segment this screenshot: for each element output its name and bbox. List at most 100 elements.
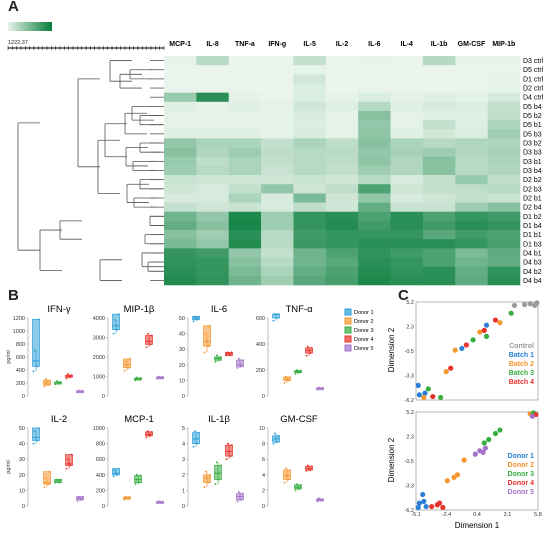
legend-label: Batch 1 — [509, 352, 534, 359]
heat-cell — [228, 83, 262, 93]
heat-cell — [228, 120, 262, 130]
data-point — [146, 430, 149, 433]
row-label: D1 b2 — [523, 214, 542, 221]
heat-cell — [422, 56, 456, 66]
heat-cell — [261, 129, 294, 139]
data-point — [298, 487, 301, 490]
data-point — [37, 318, 40, 321]
heat-cell — [390, 211, 424, 222]
heat-cell — [358, 184, 391, 194]
data-point — [137, 377, 140, 380]
heat-cell — [358, 156, 391, 167]
heat-cell — [196, 175, 230, 185]
heat-cell — [196, 239, 230, 249]
data-point — [219, 464, 222, 467]
y-tick-label: -0.5 — [405, 459, 414, 465]
heat-cell — [196, 129, 230, 139]
heat-cell — [293, 230, 327, 240]
data-point — [117, 313, 120, 315]
heat-cell — [487, 202, 521, 213]
heat-cell — [228, 275, 262, 286]
heat-cell — [293, 138, 327, 148]
column-label: IL-1b — [431, 41, 448, 48]
data-point — [115, 324, 117, 327]
heat-cell — [293, 248, 327, 258]
heat-cell — [325, 220, 359, 231]
y-tick-label: 200 — [16, 381, 25, 387]
data-point — [228, 450, 231, 453]
heat-cell — [164, 83, 197, 93]
heat-cell — [455, 156, 488, 167]
heat-cell — [487, 248, 521, 258]
y-tick-label: 1200 — [13, 316, 25, 322]
data-point — [55, 478, 58, 481]
legend-label: Batch 4 — [509, 379, 534, 386]
data-point — [241, 492, 244, 495]
panel-a-letter: A — [8, 0, 19, 15]
box — [236, 359, 244, 367]
heat-cell — [261, 239, 294, 249]
row-label: D5 b2 — [523, 113, 542, 120]
scatter-point — [477, 329, 483, 335]
data-point — [37, 427, 40, 429]
data-point — [286, 474, 288, 477]
heat-cell — [293, 120, 327, 130]
y-tick-label: 600 — [256, 316, 265, 322]
scatter-point — [444, 478, 450, 484]
y-tick-label: 8 — [262, 442, 265, 448]
data-point — [283, 382, 286, 384]
heat-cell — [261, 184, 294, 194]
data-point — [207, 345, 210, 347]
heat-cell — [455, 275, 488, 286]
y-tick-label: 0 — [262, 394, 265, 400]
heat-cell — [228, 266, 262, 277]
data-point — [43, 486, 46, 489]
heat-cell — [390, 266, 424, 277]
data-point — [135, 473, 138, 476]
scatter-point — [448, 365, 454, 371]
heat-cell — [261, 147, 294, 158]
scatter-point — [430, 393, 436, 400]
data-point — [126, 497, 128, 500]
heat-cell — [325, 101, 359, 112]
y-axis-label: Dimension 2 — [388, 437, 396, 482]
heat-cell — [196, 74, 230, 84]
y-tick-label: 6 — [262, 457, 265, 463]
data-point — [299, 369, 302, 372]
heat-cell — [228, 248, 262, 258]
heat-cell — [358, 275, 391, 286]
data-point — [228, 352, 231, 355]
heat-cell — [261, 165, 294, 176]
heat-cell — [325, 156, 359, 167]
panel-c-letter: C — [398, 287, 409, 304]
heatmap-row-labels: D3 ctrl D5 ctrl D1 ctrl D2 ctrl D4 ctrl D5 b4… — [523, 58, 544, 285]
data-point — [320, 499, 323, 502]
plot-title: TNF-α — [285, 304, 313, 315]
heat-cell — [455, 202, 488, 213]
heat-cell — [422, 248, 456, 258]
plot-title: IL-1β — [208, 414, 230, 425]
heat-cell — [455, 266, 488, 277]
data-point — [195, 317, 198, 319]
heat-cell — [261, 202, 294, 213]
heat-cell — [390, 248, 424, 258]
scatter-point — [423, 503, 429, 510]
row-label: D2 b1 — [523, 195, 542, 202]
y-tick-label: 10 — [19, 488, 25, 494]
box — [203, 325, 211, 347]
heat-cell — [455, 101, 488, 112]
data-point — [139, 474, 142, 477]
box — [32, 318, 40, 367]
legend-swatch — [344, 335, 352, 343]
heat-cell — [422, 74, 456, 84]
heat-cell — [325, 202, 359, 213]
data-point — [197, 315, 200, 318]
color-scale-bar — [8, 22, 52, 31]
data-point — [287, 478, 290, 481]
heat-cell — [164, 275, 197, 286]
heatmap-column-labels: MCP-1 IL-8 TNF-a IFN-g IL-5 IL-2 IL-6 IL-4 IL-1b… — [169, 41, 515, 48]
data-point — [69, 376, 72, 379]
heat-cell — [487, 257, 521, 267]
data-point — [138, 481, 141, 484]
heat-cell — [293, 74, 327, 84]
